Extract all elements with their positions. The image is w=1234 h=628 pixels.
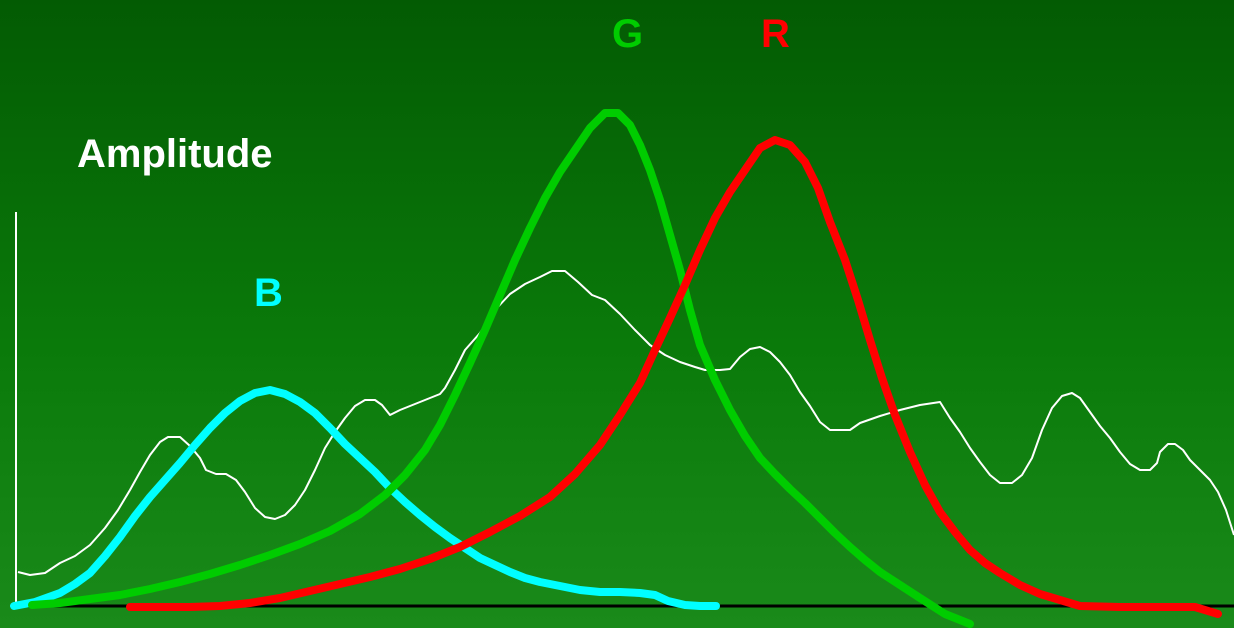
curve-g — [28, 109, 974, 628]
curve-r — [126, 136, 1222, 618]
curve-b-label: B — [254, 271, 283, 315]
y-axis-label: Amplitude — [77, 132, 273, 176]
spectrum-curve — [17, 270, 1234, 576]
curve-r-label: R — [761, 12, 790, 56]
curve-b — [10, 386, 720, 610]
curve-g-label: G — [612, 12, 644, 56]
